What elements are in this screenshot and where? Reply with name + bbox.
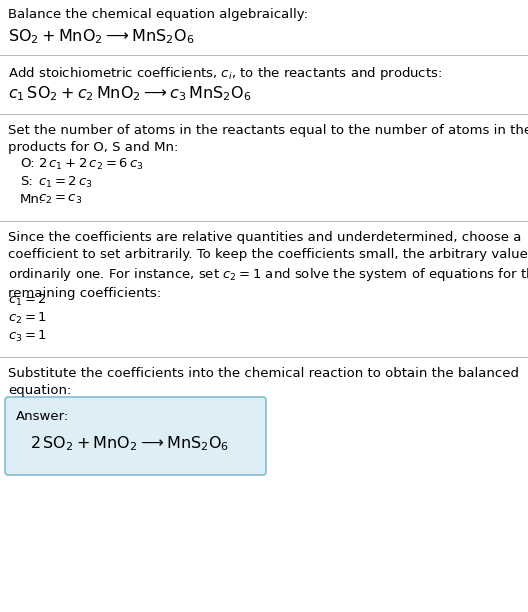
Text: $c_1\, \mathrm{SO}_2 + c_2\, \mathrm{MnO}_2 \longrightarrow c_3\, \mathrm{MnS}_2: $c_1\, \mathrm{SO}_2 + c_2\, \mathrm{MnO… <box>8 84 251 103</box>
Text: $2\,c_1 + 2\,c_2 = 6\,c_3$: $2\,c_1 + 2\,c_2 = 6\,c_3$ <box>38 157 144 172</box>
Text: Substitute the coefficients into the chemical reaction to obtain the balanced
eq: Substitute the coefficients into the che… <box>8 367 519 397</box>
Text: Answer:: Answer: <box>16 410 69 423</box>
Text: Mn:: Mn: <box>20 193 44 206</box>
Text: O:: O: <box>20 157 35 170</box>
Text: Balance the chemical equation algebraically:: Balance the chemical equation algebraica… <box>8 8 308 21</box>
Text: Add stoichiometric coefficients, $c_i$, to the reactants and products:: Add stoichiometric coefficients, $c_i$, … <box>8 65 442 82</box>
Text: $c_1 = 2$: $c_1 = 2$ <box>8 293 47 308</box>
Text: $c_1 = 2\,c_3$: $c_1 = 2\,c_3$ <box>38 175 93 190</box>
Text: S:: S: <box>20 175 33 188</box>
Text: $c_2 = 1$: $c_2 = 1$ <box>8 311 47 326</box>
Text: $c_3 = 1$: $c_3 = 1$ <box>8 329 47 344</box>
Text: $2\,\mathrm{SO}_2 + \mathrm{MnO}_2 \longrightarrow \mathrm{MnS}_2\mathrm{O}_6$: $2\,\mathrm{SO}_2 + \mathrm{MnO}_2 \long… <box>30 434 229 453</box>
FancyBboxPatch shape <box>5 397 266 475</box>
Text: Set the number of atoms in the reactants equal to the number of atoms in the
pro: Set the number of atoms in the reactants… <box>8 124 528 154</box>
Text: Since the coefficients are relative quantities and underdetermined, choose a
coe: Since the coefficients are relative quan… <box>8 231 528 300</box>
Text: $\mathrm{SO}_2 + \mathrm{MnO}_2 \longrightarrow \mathrm{MnS}_2\mathrm{O}_6$: $\mathrm{SO}_2 + \mathrm{MnO}_2 \longrig… <box>8 27 194 46</box>
Text: $c_2 = c_3$: $c_2 = c_3$ <box>38 193 82 206</box>
